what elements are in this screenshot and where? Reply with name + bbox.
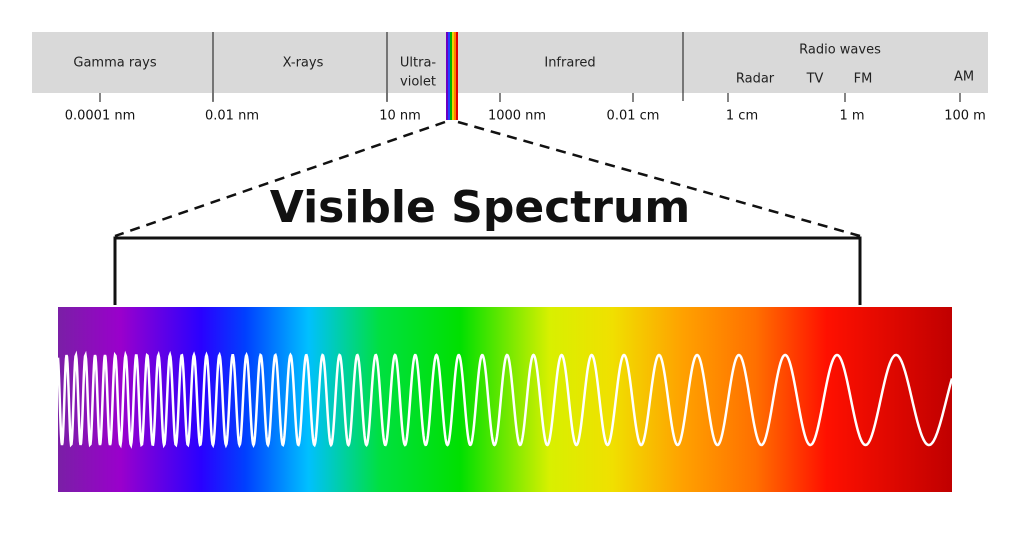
region-label: Ultra- [400,56,437,71]
bracket [113,236,862,305]
bar-bg [32,32,988,93]
scale-label: 0.01 cm [607,109,660,124]
spectrum-band [58,307,952,492]
scale-label: 1 cm [726,109,758,124]
region-label: X-rays [283,56,324,71]
scale-label: 1 m [839,109,864,124]
region-label: Infrared [544,56,595,71]
zoom-line [457,120,861,238]
spectrum-bar: Gamma rays X-rays Ultra- violet Infrared… [32,32,988,120]
subband-label: FM [854,72,873,87]
scale-label: 0.0001 nm [65,109,136,124]
subband-label: TV [806,72,824,87]
region-label: Radio waves [799,43,881,58]
title: Visible Spectrum [270,182,690,233]
wave [56,350,954,449]
subband-label: Radar [736,72,775,87]
region-label: Gamma rays [73,56,156,71]
zoom-line [114,120,446,238]
scale-label: 10 nm [379,109,421,124]
scale: 0.0001 nm 0.01 nm 10 nm 1000 nm 0.01 cm 1 cm 1… [65,93,986,124]
scale-label: 0.01 nm [205,109,259,124]
scale-label: 100 m [944,109,986,124]
region-label: violet [400,75,436,90]
subband-label: AM [954,70,974,85]
visible-stripe [446,32,458,120]
scale-label: 1000 nm [488,109,546,124]
